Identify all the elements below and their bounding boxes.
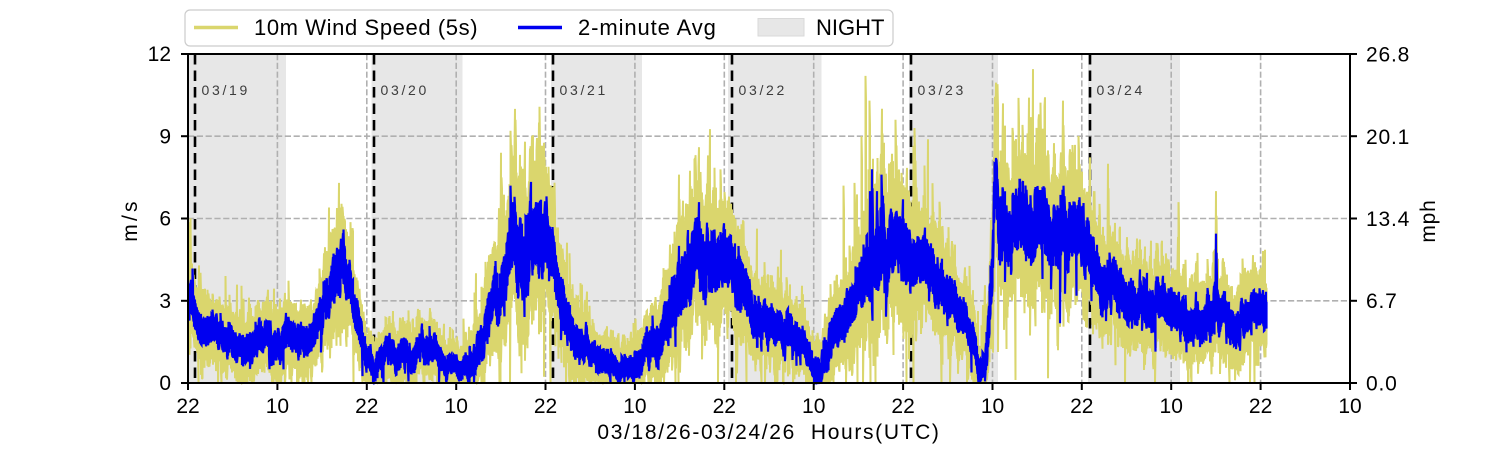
svg-text:03/18/26-03/24/26 Hours(UTC): 03/18/26-03/24/26 Hours(UTC) [597, 421, 940, 444]
svg-text:12: 12 [148, 43, 171, 66]
svg-text:26.8: 26.8 [1366, 44, 1410, 67]
svg-text:NIGHT: NIGHT [816, 15, 884, 40]
svg-text:10: 10 [1160, 395, 1183, 418]
svg-text:2-minute Avg: 2-minute Avg [578, 15, 717, 40]
svg-text:20.1: 20.1 [1366, 126, 1410, 149]
svg-text:22: 22 [1249, 395, 1272, 418]
svg-text:6.7: 6.7 [1366, 290, 1398, 313]
svg-text:10: 10 [981, 395, 1004, 418]
svg-text:9: 9 [159, 125, 171, 148]
svg-text:22: 22 [534, 395, 557, 418]
svg-text:03/19: 03/19 [202, 82, 251, 98]
svg-text:22: 22 [891, 395, 914, 418]
svg-text:10m Wind Speed (5s): 10m Wind Speed (5s) [254, 15, 478, 40]
svg-text:03/20: 03/20 [381, 82, 430, 98]
svg-text:6: 6 [159, 208, 171, 231]
svg-text:10: 10 [1338, 395, 1361, 418]
svg-text:10: 10 [445, 395, 468, 418]
svg-text:13.4: 13.4 [1366, 208, 1410, 231]
svg-text:03/24: 03/24 [1097, 82, 1146, 98]
svg-text:03/21: 03/21 [560, 82, 609, 98]
svg-text:3: 3 [159, 290, 171, 313]
svg-text:10: 10 [802, 395, 825, 418]
svg-text:03/23: 03/23 [918, 82, 967, 98]
svg-text:22: 22 [355, 395, 378, 418]
svg-text:22: 22 [176, 395, 199, 418]
svg-text:10: 10 [623, 395, 646, 418]
svg-text:10: 10 [266, 395, 289, 418]
svg-text:0: 0 [159, 372, 171, 395]
svg-text:0.0: 0.0 [1366, 373, 1398, 396]
svg-text:22: 22 [713, 395, 736, 418]
svg-text:m/s: m/s [119, 198, 142, 241]
svg-text:03/22: 03/22 [739, 82, 788, 98]
svg-text:mph: mph [1417, 199, 1440, 242]
svg-text:22: 22 [1070, 395, 1093, 418]
